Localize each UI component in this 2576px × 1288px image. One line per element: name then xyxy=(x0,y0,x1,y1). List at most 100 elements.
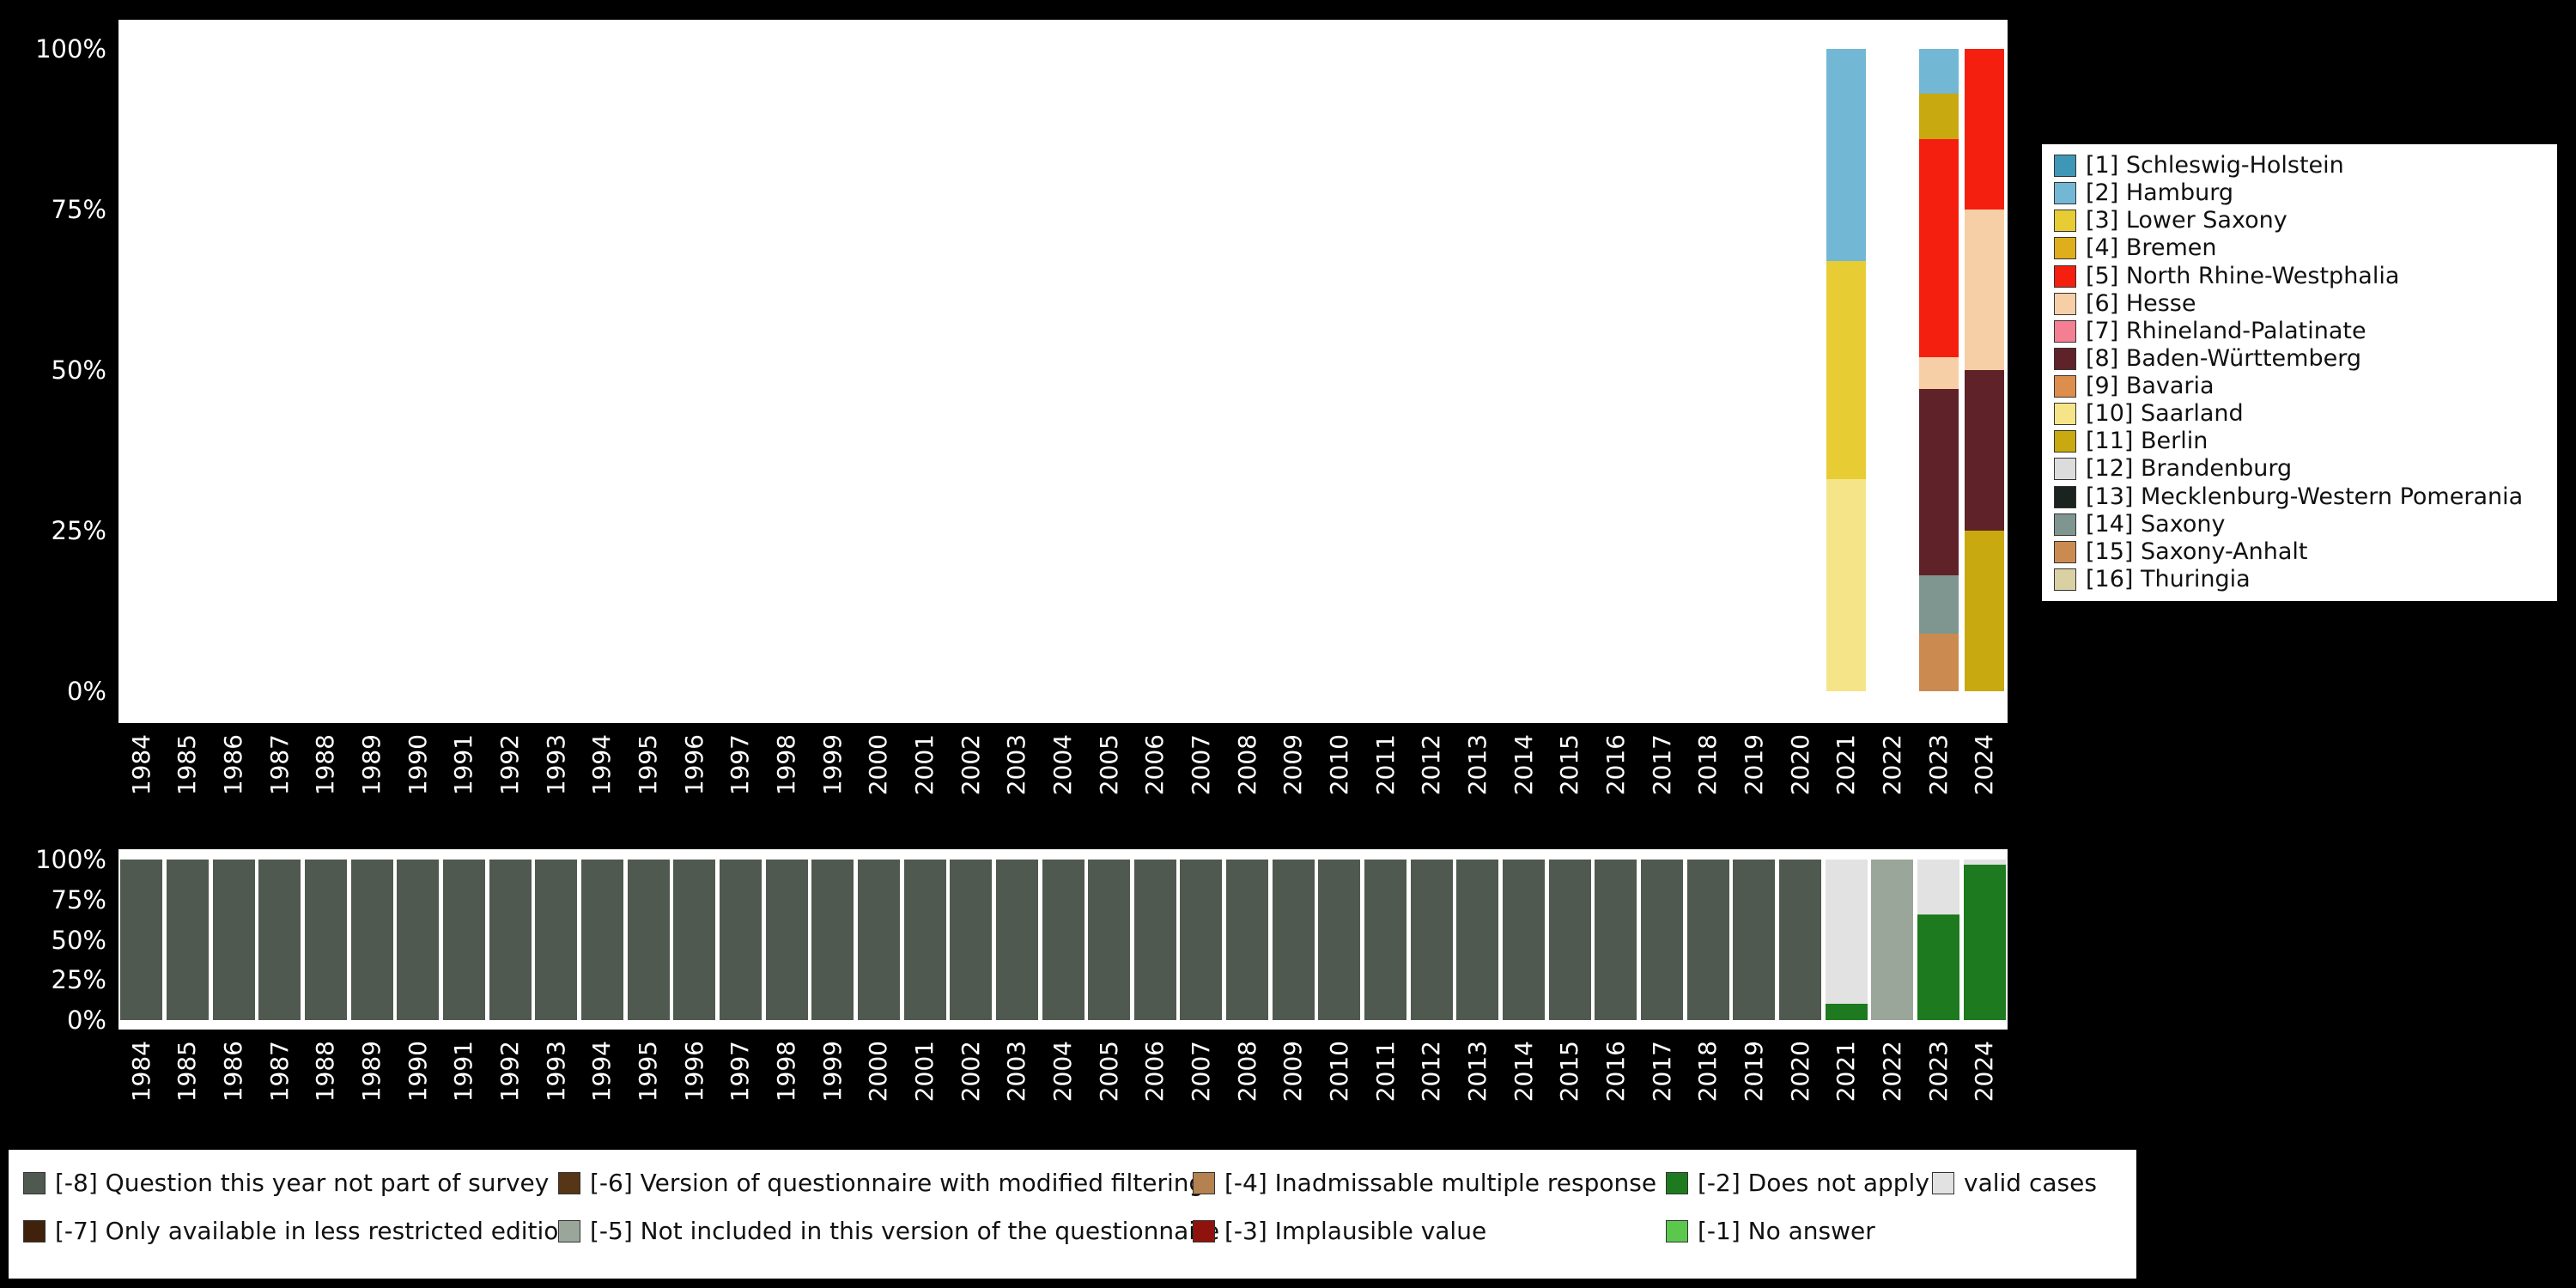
legend-swatch-icon xyxy=(23,1220,46,1242)
missing-bar-segment-2023 xyxy=(1917,860,1959,914)
state-bar-segment-2024 xyxy=(1965,531,2005,691)
missing-xtick-2022: 2022 xyxy=(1877,1041,1906,1103)
missing-xtick-2015: 2015 xyxy=(1555,1041,1584,1103)
state-xtick-1994: 1994 xyxy=(587,734,617,796)
legend-item: [-1] No answer xyxy=(1666,1217,1929,1246)
legend-swatch-icon xyxy=(23,1172,46,1194)
legend-item: [-4] Inadmissable multiple response xyxy=(1193,1169,1656,1198)
legend-item: [-3] Implausible value xyxy=(1193,1217,1656,1246)
legend-swatch-icon xyxy=(1193,1172,1215,1194)
missing-xtick-2023: 2023 xyxy=(1923,1041,1953,1103)
state-bar-segment-2023 xyxy=(1918,575,1959,634)
missing-xtick-1998: 1998 xyxy=(772,1041,801,1103)
top-ytick-25: 25% xyxy=(51,516,106,545)
missing-xtick-2003: 2003 xyxy=(1002,1041,1031,1103)
missing-xtick-1993: 1993 xyxy=(541,1041,570,1103)
legend-item: [2] Hamburg xyxy=(2054,180,2545,206)
missing-bar-segment-2008 xyxy=(1226,860,1269,1020)
legend-item: [13] Mecklenburg-Western Pomerania xyxy=(2054,483,2545,510)
legend-swatch-icon xyxy=(2054,458,2076,481)
missing-bar-segment-2021 xyxy=(1825,1004,1868,1020)
missing-bar-segment-2018 xyxy=(1686,860,1729,1020)
legend-item: [9] Bavaria xyxy=(2054,374,2545,399)
legend-item: valid cases xyxy=(1932,1169,2097,1198)
state-xtick-2007: 2007 xyxy=(1186,734,1215,796)
missing-bar-segment-1997 xyxy=(719,860,762,1020)
legend-label: [6] Hesse xyxy=(2086,289,2196,317)
missing-xtick-2001: 2001 xyxy=(910,1041,939,1103)
missing-bar-segment-1995 xyxy=(627,860,670,1020)
top-ytick-0: 0% xyxy=(66,677,106,706)
state-bar-segment-2021 xyxy=(1826,260,1867,480)
legend-label: [4] Bremen xyxy=(2086,234,2217,262)
missing-xtick-2007: 2007 xyxy=(1186,1041,1215,1103)
legend-label: valid cases xyxy=(1964,1169,2097,1197)
legend-label: [5] North Rhine-Westphalia xyxy=(2086,262,2400,289)
missing-xtick-1984: 1984 xyxy=(126,1041,155,1103)
missing-xtick-1997: 1997 xyxy=(726,1041,755,1103)
legend-swatch-icon xyxy=(2054,347,2076,370)
state-xtick-2020: 2020 xyxy=(1785,734,1814,796)
missing-bar-segment-1994 xyxy=(580,860,623,1020)
legend-item: [-5] Not included in this version of the… xyxy=(558,1217,1219,1246)
missing-bar-segment-2010 xyxy=(1318,860,1361,1020)
state-xtick-2009: 2009 xyxy=(1279,734,1308,796)
state-xtick-2001: 2001 xyxy=(910,734,939,796)
state-xtick-2004: 2004 xyxy=(1048,734,1077,796)
state-xtick-2006: 2006 xyxy=(1140,734,1170,796)
legend-swatch-icon xyxy=(2054,210,2076,233)
legend-swatch-icon xyxy=(1666,1220,1688,1242)
missing-bar-segment-2002 xyxy=(950,860,993,1020)
missing-bar-segment-2022 xyxy=(1871,860,1914,1020)
legend-label: [7] Rhineland-Palatinate xyxy=(2086,317,2366,344)
state-xtick-1984: 1984 xyxy=(126,734,155,796)
legend-swatch-icon xyxy=(2054,568,2076,591)
missing-bar-segment-1991 xyxy=(442,860,485,1020)
legend-item: [-2] Does not apply xyxy=(1666,1169,1929,1198)
missing-xtick-2014: 2014 xyxy=(1509,1041,1538,1103)
state-xtick-2019: 2019 xyxy=(1739,734,1768,796)
legend-swatch-icon xyxy=(2054,485,2076,508)
state-bar-segment-2023 xyxy=(1918,94,1959,139)
missing-bar-segment-1998 xyxy=(765,860,808,1020)
missing-xtick-2020: 2020 xyxy=(1785,1041,1814,1103)
missing-xtick-2013: 2013 xyxy=(1462,1041,1492,1103)
missing-bar-segment-1990 xyxy=(397,860,440,1020)
state-xtick-2017: 2017 xyxy=(1647,734,1676,796)
bottom-ytick-25: 25% xyxy=(51,965,106,994)
missing-bar-segment-2021 xyxy=(1825,860,1868,1005)
missing-bar-segment-2024 xyxy=(1963,864,2006,1020)
legend-swatch-icon xyxy=(2054,375,2076,398)
legend-swatch-icon xyxy=(2054,513,2076,536)
missing-bar-segment-2007 xyxy=(1180,860,1223,1020)
missing-bar-segment-1987 xyxy=(258,860,301,1020)
state-xtick-2015: 2015 xyxy=(1555,734,1584,796)
missing-xtick-1991: 1991 xyxy=(449,1041,478,1103)
missing-bar-segment-2016 xyxy=(1595,860,1637,1020)
missing-bar-segment-2001 xyxy=(903,860,946,1020)
state-distribution-panel xyxy=(118,20,2008,723)
state-xtick-1990: 1990 xyxy=(403,734,432,796)
missing-xtick-1995: 1995 xyxy=(634,1041,663,1103)
missing-bar-segment-2015 xyxy=(1548,860,1591,1020)
top-ytick-50: 50% xyxy=(51,355,106,385)
missing-bar-segment-2003 xyxy=(995,860,1038,1020)
state-xtick-1991: 1991 xyxy=(449,734,478,796)
state-xtick-1985: 1985 xyxy=(173,734,202,796)
missing-bar-segment-1986 xyxy=(212,860,255,1020)
state-xtick-2011: 2011 xyxy=(1370,734,1400,796)
missing-xtick-1999: 1999 xyxy=(817,1041,847,1103)
state-xtick-2016: 2016 xyxy=(1601,734,1630,796)
missing-xtick-1989: 1989 xyxy=(357,1041,386,1103)
state-xtick-2008: 2008 xyxy=(1232,734,1261,796)
missing-xtick-1987: 1987 xyxy=(264,1041,294,1103)
legend-swatch-icon xyxy=(2054,319,2076,343)
state-xtick-1996: 1996 xyxy=(679,734,708,796)
legend-item: [7] Rhineland-Palatinate xyxy=(2054,317,2545,344)
state-xtick-2010: 2010 xyxy=(1324,734,1353,796)
state-xtick-2000: 2000 xyxy=(864,734,893,796)
legend-label: [-7] Only available in less restricted e… xyxy=(55,1217,574,1245)
missing-bar-segment-2012 xyxy=(1410,860,1453,1020)
legend-label: [14] Saxony xyxy=(2086,510,2226,538)
